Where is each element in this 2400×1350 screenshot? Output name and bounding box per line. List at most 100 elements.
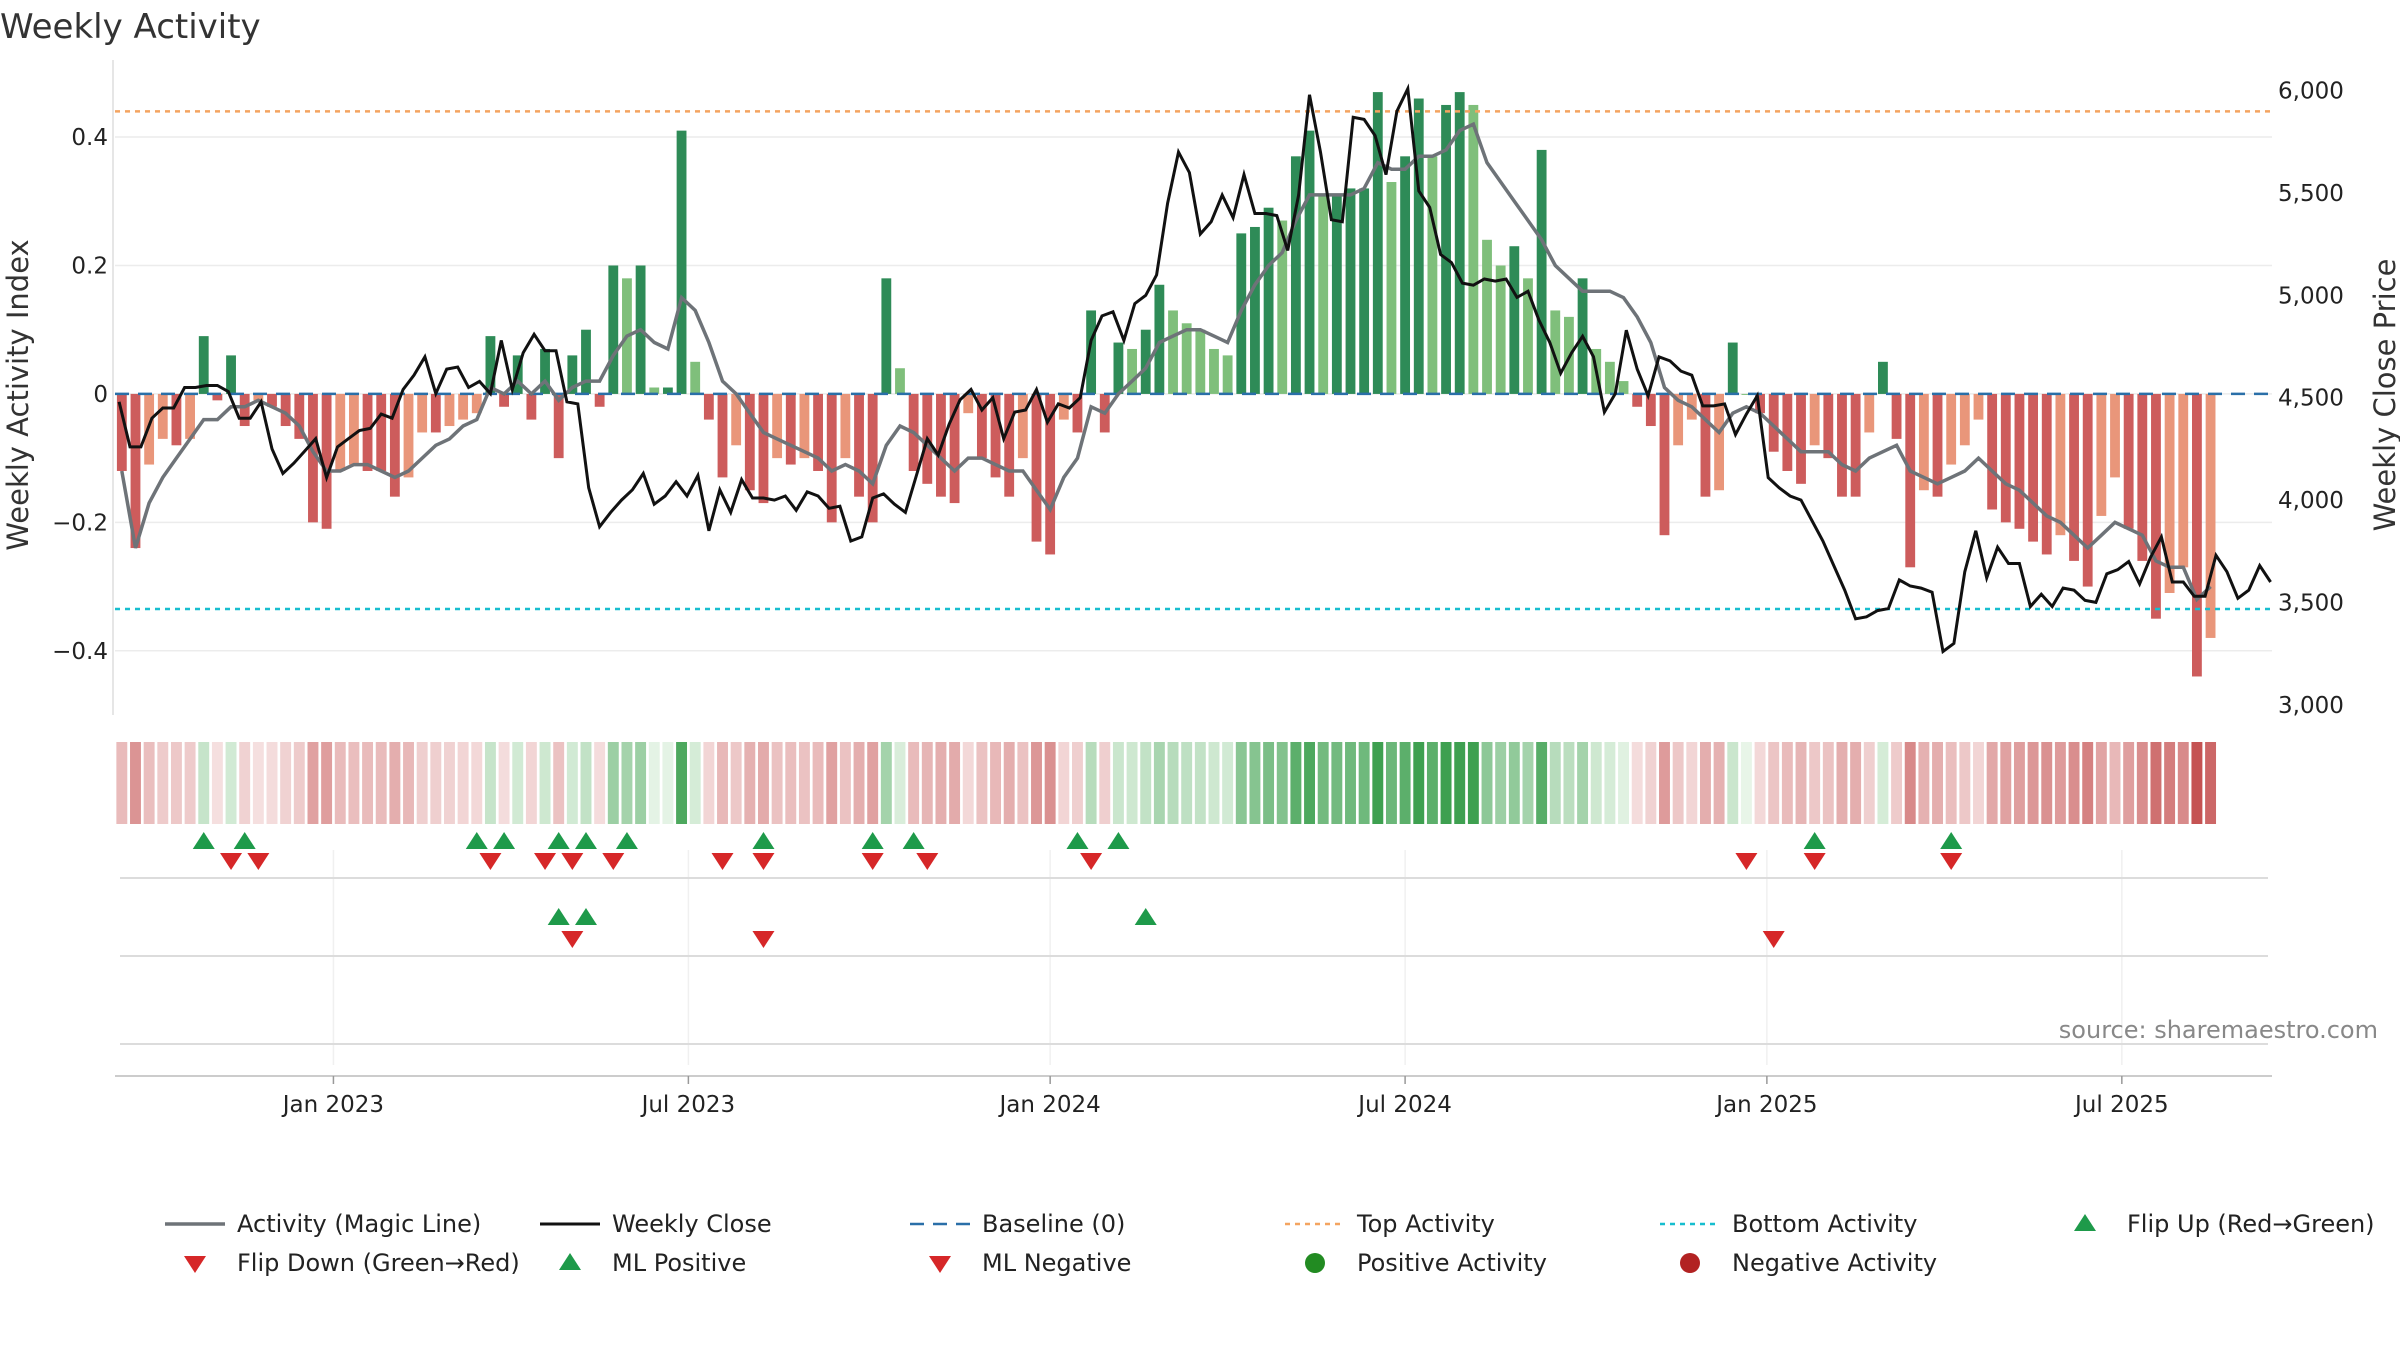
activity-bar bbox=[2000, 393, 2011, 523]
activity-bar bbox=[840, 393, 851, 459]
heat-strip-cell bbox=[239, 742, 251, 824]
activity-bar bbox=[1714, 393, 1725, 491]
heat-strip-cell bbox=[1399, 742, 1411, 824]
heat-strip-cell bbox=[635, 742, 647, 824]
heat-strip-cell bbox=[853, 742, 865, 824]
activity-bar bbox=[594, 393, 605, 407]
activity-bar bbox=[185, 393, 196, 439]
heat-strip-cell bbox=[1522, 742, 1534, 824]
heat-strip-cell bbox=[1276, 742, 1288, 824]
heat-strip-cell bbox=[1413, 742, 1425, 824]
activity-bar bbox=[676, 130, 687, 394]
activity-bar bbox=[1345, 188, 1356, 394]
legend-label: Top Activity bbox=[1356, 1210, 1495, 1238]
heat-strip-cell bbox=[512, 742, 524, 824]
x-tick-label: Jul 2025 bbox=[2073, 1092, 2169, 1118]
activity-bar bbox=[1113, 342, 1124, 394]
heat-strip-cell bbox=[1071, 742, 1083, 824]
activity-bar bbox=[280, 393, 291, 427]
flip-up-marker bbox=[1940, 832, 1963, 849]
activity-bar bbox=[1468, 104, 1479, 394]
heat-strip-cell bbox=[758, 742, 769, 824]
heat-strip-cell bbox=[1194, 742, 1206, 824]
legend-label: Negative Activity bbox=[1732, 1249, 1937, 1277]
heat-strip-cell bbox=[1754, 742, 1766, 824]
flip-up-marker bbox=[1107, 832, 1130, 849]
activity-bar bbox=[2055, 393, 2066, 536]
heat-strip-cell bbox=[1017, 742, 1029, 824]
activity-bar bbox=[949, 393, 960, 504]
legend-swatch bbox=[2074, 1214, 2096, 1231]
heat-strip-cell bbox=[444, 742, 455, 824]
activity-bar bbox=[267, 393, 277, 407]
activity-bar bbox=[1263, 207, 1274, 394]
activity-bar bbox=[1400, 156, 1411, 394]
activity-bar bbox=[963, 393, 974, 414]
activity-bar bbox=[1372, 92, 1383, 394]
heat-strip-cell bbox=[1358, 742, 1370, 824]
heat-strip-cell bbox=[143, 742, 155, 824]
ml-down-marker bbox=[1762, 931, 1785, 948]
activity-bar bbox=[1959, 393, 1970, 446]
heat-strip-cell bbox=[1713, 742, 1725, 824]
heat-strip-cell bbox=[1563, 742, 1575, 824]
legend-label: Baseline (0) bbox=[982, 1210, 1125, 1238]
activity-bar bbox=[335, 393, 346, 471]
heat-strip-cell bbox=[1058, 742, 1070, 824]
flip-up-marker bbox=[752, 832, 775, 849]
activity-bar bbox=[376, 393, 387, 471]
activity-bar bbox=[608, 265, 619, 394]
heat-strip-cell bbox=[1659, 742, 1670, 824]
activity-bar bbox=[2028, 393, 2039, 542]
activity-bar bbox=[1645, 393, 1656, 427]
activity-bar bbox=[417, 393, 428, 433]
activity-bar bbox=[553, 393, 564, 459]
activity-bar bbox=[171, 393, 182, 446]
activity-bar bbox=[1837, 393, 1847, 497]
source-credit: source: sharemaestro.com bbox=[2059, 1016, 2378, 1044]
heat-strip-cell bbox=[839, 742, 851, 824]
legend-item-baseline: Baseline (0) bbox=[910, 1210, 1125, 1238]
activity-bar bbox=[1536, 149, 1547, 394]
activity-bar bbox=[1864, 393, 1875, 433]
y-tick-right: 3,000 bbox=[2278, 693, 2344, 719]
activity-bar bbox=[130, 393, 141, 549]
x-axis: Jan 2023 Jul 2023 Jan 2024 Jul 2024 Jan 2025… bbox=[115, 1075, 2272, 1118]
activity-bar bbox=[1209, 348, 1219, 394]
activity-bar bbox=[1454, 92, 1465, 394]
heat-strip-cell bbox=[880, 742, 892, 824]
activity-bar bbox=[1932, 393, 1943, 497]
activity-bar bbox=[239, 393, 250, 427]
activity-bar bbox=[1427, 156, 1438, 394]
activity-bar bbox=[976, 393, 987, 459]
flip-down-marker bbox=[561, 853, 584, 870]
activity-bar bbox=[1509, 246, 1520, 394]
heat-strip-cell bbox=[621, 742, 633, 824]
heat-strip-cell bbox=[1167, 742, 1179, 824]
heat-strip-cell bbox=[949, 742, 961, 824]
activity-bar bbox=[2123, 393, 2134, 529]
heat-strip-cell bbox=[921, 742, 933, 824]
heat-strip-cell bbox=[566, 742, 578, 824]
activity-bar bbox=[1878, 361, 1888, 394]
heat-strip-cell bbox=[1645, 742, 1657, 824]
legend-swatch bbox=[184, 1256, 206, 1273]
heat-strip-cell bbox=[375, 742, 387, 824]
heat-strip-cell bbox=[321, 742, 333, 824]
heat-strip-cell bbox=[1044, 742, 1056, 824]
heat-strip-cell bbox=[1932, 742, 1943, 824]
heat-strip-cell bbox=[403, 742, 414, 824]
heat-strip-cell bbox=[962, 742, 974, 824]
flip-down-marker bbox=[711, 853, 734, 870]
activity-bar bbox=[1045, 393, 1056, 555]
heat-strip-cell bbox=[1508, 742, 1520, 824]
weekly-close-line bbox=[117, 83, 2272, 655]
y-tick-left: 0.4 bbox=[71, 125, 108, 151]
activity-bar bbox=[212, 393, 223, 401]
heat-strip-cell bbox=[2123, 742, 2135, 824]
flip-up-marker bbox=[615, 832, 638, 849]
x-tick-label: Jul 2023 bbox=[640, 1092, 736, 1118]
flip-down-marker bbox=[602, 853, 625, 870]
heat-strip-cell bbox=[184, 742, 196, 824]
heat-strip-cell bbox=[1385, 742, 1397, 824]
